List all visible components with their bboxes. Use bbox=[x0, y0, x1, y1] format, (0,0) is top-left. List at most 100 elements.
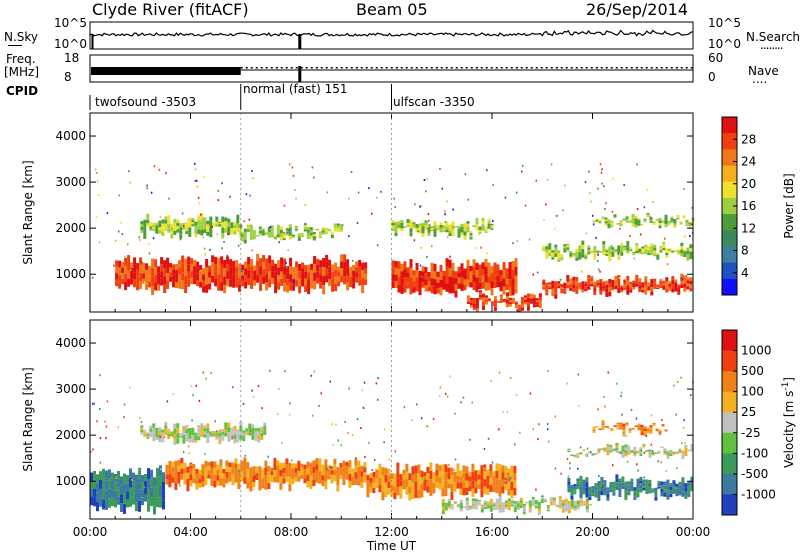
echo-cell bbox=[656, 284, 660, 286]
echo-speck bbox=[97, 194, 100, 196]
echo-cell bbox=[391, 220, 395, 223]
echo-cell bbox=[297, 476, 301, 482]
echo-cell bbox=[683, 249, 687, 252]
echo-cell bbox=[595, 426, 599, 428]
echo-cell bbox=[684, 483, 688, 488]
echo-cell bbox=[316, 271, 320, 278]
echo-cell bbox=[480, 465, 484, 474]
y-tick-label: 3000 bbox=[55, 382, 86, 396]
freq-dot bbox=[495, 67, 498, 69]
echo-cell bbox=[468, 505, 472, 507]
colorbar-swatch bbox=[722, 330, 737, 352]
echo-cell bbox=[221, 428, 225, 432]
echo-cell bbox=[424, 285, 428, 292]
echo-cell bbox=[412, 281, 416, 288]
echo-cell bbox=[666, 450, 670, 453]
echo-cell bbox=[339, 230, 343, 232]
echo-cell bbox=[169, 272, 173, 278]
echo-cell bbox=[481, 262, 485, 269]
echo-cell bbox=[557, 256, 561, 259]
echo-cell bbox=[231, 473, 235, 480]
echo-cell bbox=[502, 300, 506, 302]
echo-cell bbox=[360, 465, 364, 472]
echo-cell bbox=[297, 466, 301, 472]
echo-cell bbox=[635, 280, 639, 284]
echo-cell bbox=[306, 229, 310, 233]
echo-cell bbox=[230, 427, 234, 431]
echo-cell bbox=[561, 506, 565, 510]
echo-cell bbox=[451, 232, 455, 237]
echo-cell bbox=[166, 257, 170, 266]
echo-cell bbox=[330, 231, 334, 234]
echo-cell bbox=[466, 221, 470, 224]
echo-cell bbox=[537, 511, 541, 516]
echo-cell bbox=[152, 226, 156, 229]
echo-cell bbox=[608, 253, 612, 258]
echo-cell bbox=[176, 226, 180, 230]
echo-cell bbox=[240, 239, 244, 242]
echo-cell bbox=[183, 468, 187, 474]
echo-cell bbox=[560, 258, 564, 261]
echo-cell bbox=[466, 229, 470, 233]
echo-cell bbox=[390, 490, 394, 497]
echo-cell bbox=[604, 426, 608, 428]
echo-cell bbox=[333, 229, 337, 232]
freq-dot bbox=[490, 67, 493, 69]
echo-cell bbox=[677, 253, 681, 255]
echo-cell bbox=[236, 219, 240, 224]
echo-cell bbox=[680, 253, 684, 257]
echo-cell bbox=[197, 432, 201, 437]
echo-cell bbox=[572, 254, 576, 256]
echo-cell bbox=[630, 481, 634, 485]
echo-cell bbox=[227, 231, 231, 236]
echo-cell bbox=[209, 232, 213, 238]
echo-cell bbox=[478, 230, 482, 232]
echo-cell bbox=[508, 302, 512, 305]
echo-cell bbox=[408, 486, 412, 494]
echo-cell bbox=[175, 270, 179, 276]
echo-speck bbox=[577, 404, 580, 407]
echo-cell bbox=[224, 432, 228, 437]
echo-cell bbox=[666, 454, 670, 457]
echo-cell bbox=[331, 285, 335, 292]
echo-cell bbox=[298, 278, 302, 286]
echo-cell bbox=[143, 431, 147, 434]
freq-dot bbox=[585, 67, 588, 69]
echo-cell bbox=[590, 278, 594, 282]
echo-cell bbox=[336, 467, 340, 474]
echo-speck bbox=[150, 191, 153, 194]
echo-cell bbox=[193, 272, 197, 279]
echo-cell bbox=[129, 487, 132, 498]
echo-speck bbox=[419, 264, 422, 267]
echo-cell bbox=[637, 219, 641, 222]
echo-cell bbox=[483, 507, 487, 510]
echo-cell bbox=[532, 304, 536, 308]
beam-title: Beam 05 bbox=[356, 0, 428, 19]
echo-cell bbox=[653, 286, 657, 289]
echo-cell bbox=[649, 425, 653, 428]
echo-cell bbox=[600, 481, 604, 486]
echo-cell bbox=[591, 453, 595, 455]
echo-speck bbox=[550, 163, 553, 166]
echo-speck bbox=[383, 441, 385, 444]
colorbar-swatch bbox=[722, 117, 737, 134]
echo-cell bbox=[575, 257, 579, 261]
echo-cell bbox=[537, 505, 541, 509]
echo-cell bbox=[640, 432, 644, 436]
echo-cell bbox=[590, 251, 594, 253]
echo-cell bbox=[140, 432, 144, 435]
echo-cell bbox=[394, 281, 398, 288]
echo-cell bbox=[590, 252, 594, 254]
echo-cell bbox=[587, 247, 591, 250]
echo-cell bbox=[253, 280, 257, 286]
echo-speck bbox=[284, 370, 286, 373]
echo-cell bbox=[472, 274, 476, 283]
echo-speck bbox=[129, 181, 131, 184]
echo-cell bbox=[663, 451, 667, 454]
echo-cell bbox=[167, 228, 171, 233]
echo-speck bbox=[310, 374, 313, 377]
echo-cell bbox=[214, 264, 218, 272]
colorbar-swatch bbox=[722, 149, 737, 167]
echo-cell bbox=[610, 224, 614, 226]
echo-cell bbox=[490, 304, 494, 306]
